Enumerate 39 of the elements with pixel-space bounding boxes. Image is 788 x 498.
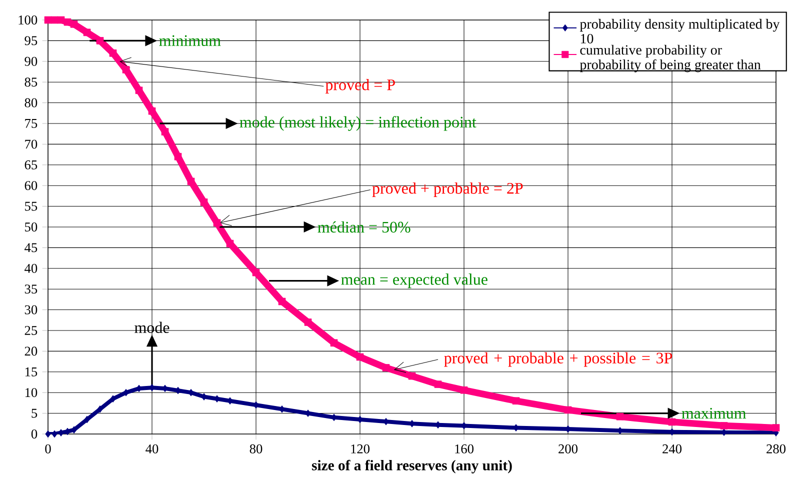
- x-tick-label: 0: [45, 444, 51, 454]
- x-tick-label: 160: [455, 444, 474, 454]
- annotation: proved = P: [325, 78, 395, 94]
- y-tick-label: 85: [24, 78, 38, 87]
- annotation: médian = 50%: [318, 221, 410, 233]
- y-tick-label: 0: [31, 429, 38, 438]
- y-tick-label: 5: [32, 408, 38, 418]
- x-axis-title: size of a field reserves (any unit): [312, 460, 512, 474]
- annotation: mean = expected value: [341, 274, 488, 288]
- legend-label: probability density multiplicated by 10: [580, 18, 780, 44]
- legend-label: cumulative probability or probability of being greater than: [580, 44, 761, 72]
- y-tick-label: 70: [25, 140, 38, 149]
- y-tick-label: 30: [24, 305, 38, 314]
- y-tick-label: 10: [25, 388, 38, 398]
- annotation: mode (most likely) = inflection point: [240, 116, 476, 131]
- y-tick-label: 60: [24, 181, 38, 190]
- y-tick-label: 25: [24, 326, 38, 335]
- annotation: mode: [134, 322, 170, 334]
- y-tick-label: 80: [24, 98, 38, 108]
- x-tick-label: 200: [558, 444, 578, 454]
- x-tick-label: 240: [662, 444, 682, 454]
- x-tick-label: 80: [250, 444, 262, 454]
- y-tick-label: 100: [18, 15, 38, 24]
- y-tick-label: 45: [24, 243, 38, 252]
- y-tick-label: 55: [25, 202, 38, 211]
- y-tick-label: 35: [24, 284, 38, 294]
- y-tick-label: 15: [25, 367, 38, 376]
- x-tick-label: 280: [766, 444, 786, 454]
- y-tick-label: 75: [25, 119, 38, 128]
- annotation: proved + probable = 2P: [372, 182, 523, 197]
- y-tick-label: 40: [24, 264, 38, 273]
- x-tick-label: 40: [146, 444, 158, 454]
- y-tick-label: 90: [24, 56, 38, 66]
- y-tick-label: 95: [24, 36, 38, 46]
- y-tick-label: 65: [24, 160, 38, 170]
- annotation: proved + probable + possible = 3P: [444, 352, 672, 367]
- y-tick-label: 50: [25, 222, 38, 232]
- x-tick-label: 120: [351, 444, 370, 454]
- y-tick-label: 20: [24, 346, 38, 356]
